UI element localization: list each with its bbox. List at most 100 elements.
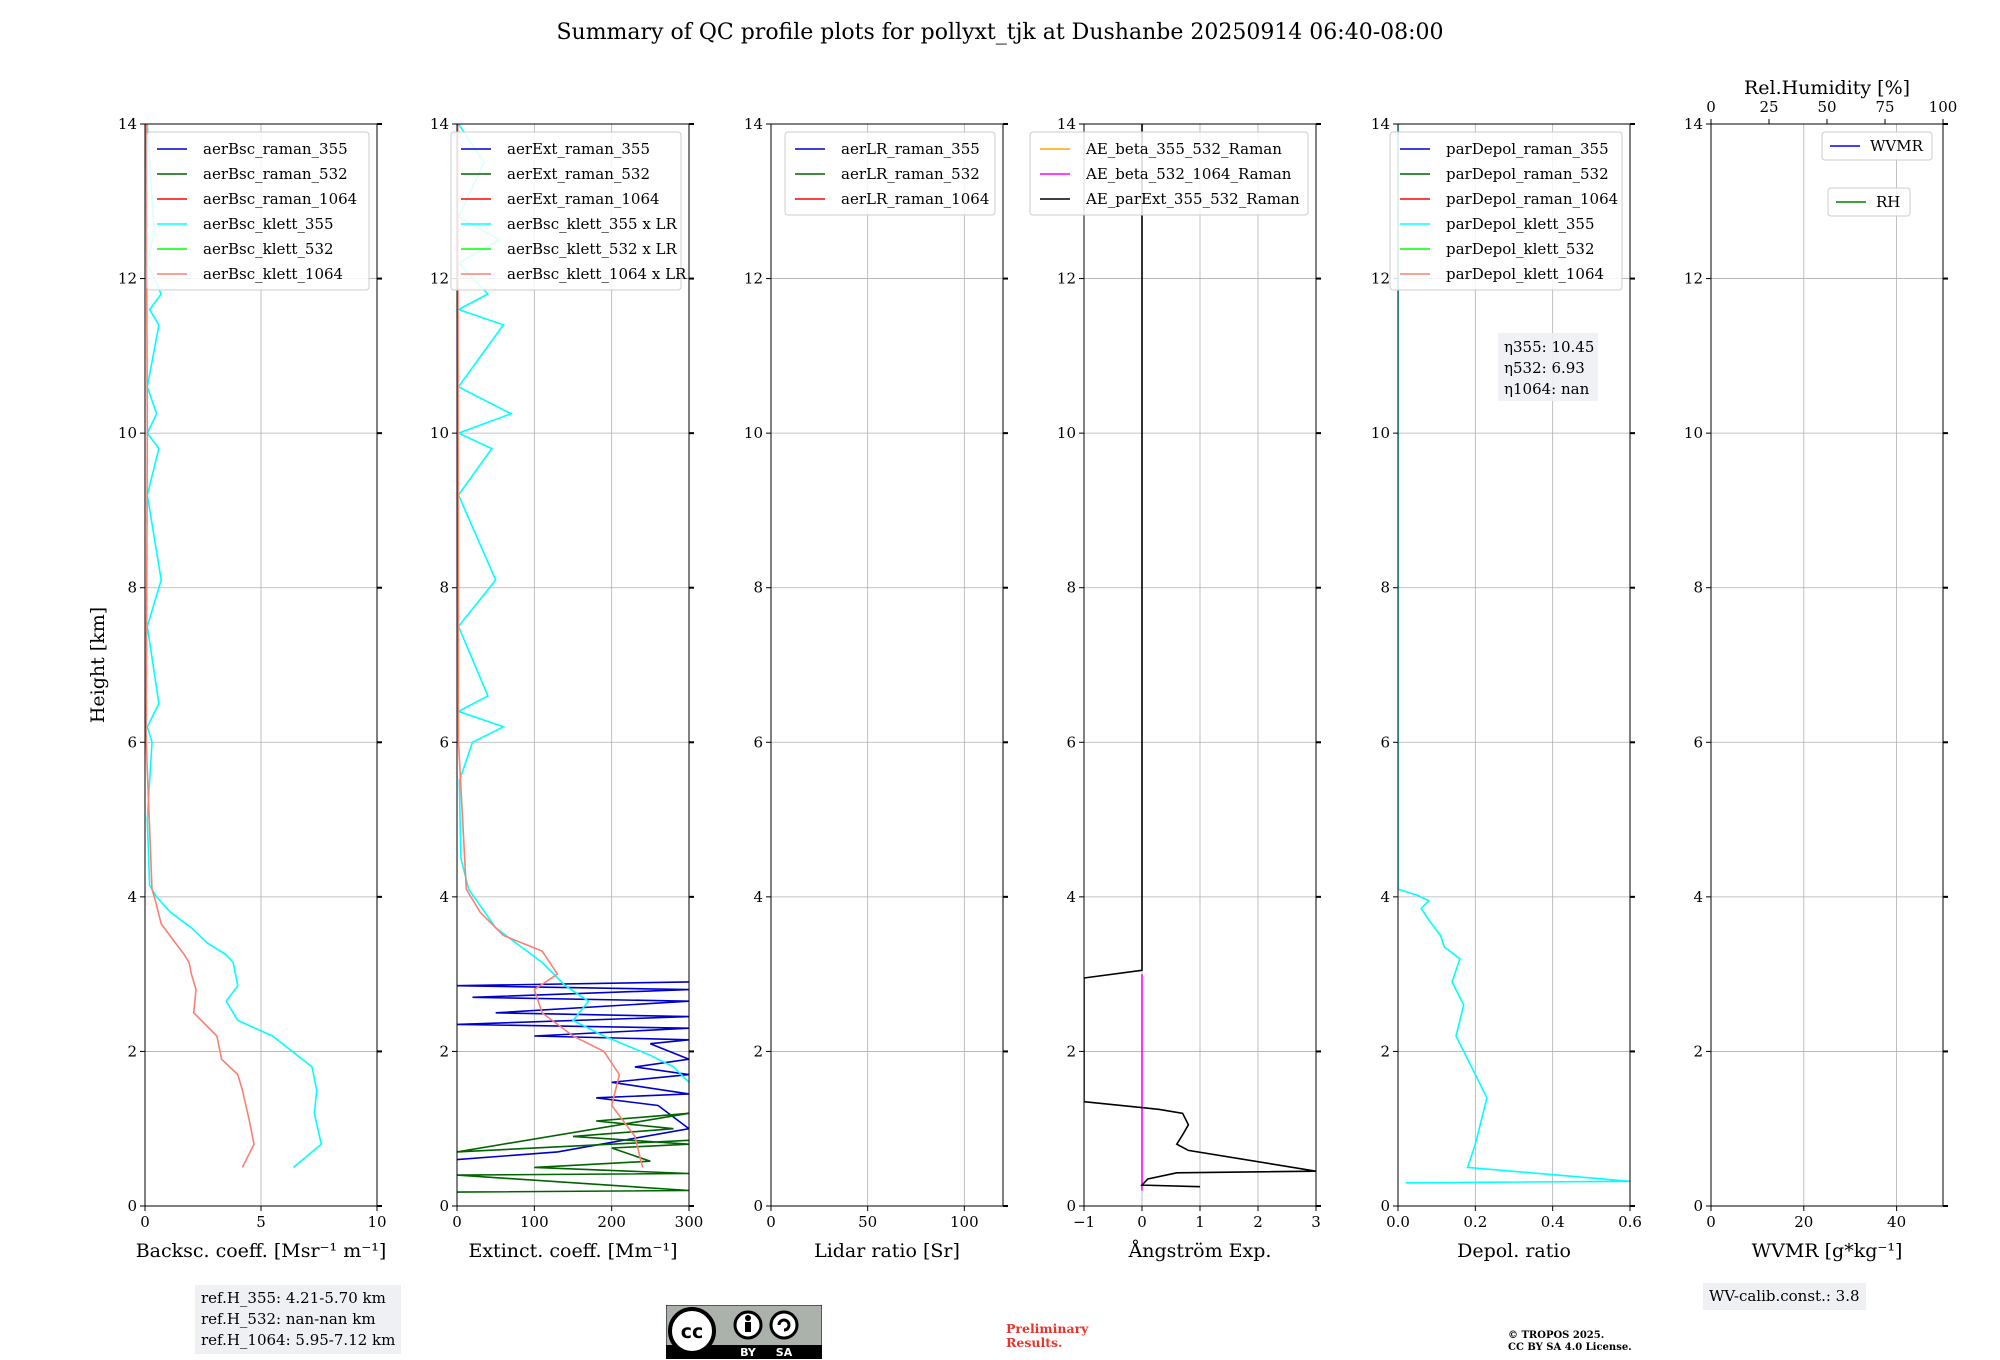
wv-calib-const: WV-calib.const.: 3.8 [1709,1287,1860,1305]
copyright-notice: © TROPOS 2025. CC BY SA 4.0 License. [1508,1330,1632,1354]
y-tick-label: 4 [127,888,137,906]
x-tick-label: 100 [950,1213,979,1231]
top-x-tick-label: 0 [1706,98,1716,116]
y-tick-label: 2 [1380,1042,1390,1060]
y-tick-label: 2 [1693,1042,1703,1060]
x-tick-label: 0.2 [1463,1213,1487,1231]
series-line-aerExt_raman_355 [457,981,689,1161]
legend-item: aerLR_raman_355 [841,140,980,158]
y-tick-label: 10 [118,424,137,442]
license-sa-label: SA [776,1346,793,1359]
legend-item: aerBsc_klett_355 x LR [507,215,678,233]
y-tick-label: 6 [1066,733,1076,751]
y-tick-label: 6 [127,733,137,751]
x-tick-label: 0.6 [1618,1213,1642,1231]
legend-box [450,131,682,291]
y-tick-label: 0 [1693,1197,1703,1215]
preliminary-label: Preliminary Results. [1006,1322,1088,1350]
panel-depol: 0.0 0.2 0.4 0.6 0 2 4 6 8 10 12 14 Depol. ratio parDe… [1371,115,1642,1262]
legend-item: aerBsc_klett_532 x LR [507,240,678,258]
legend-item: aerBsc_klett_355 [203,215,334,233]
x-tick-label: 20 [1794,1213,1813,1231]
plot-frame [1397,123,1631,1207]
x-axis-label: Extinct. coeff. [Mm⁻¹] [468,1240,677,1262]
legend-item: parDepol_raman_1064 [1446,190,1618,208]
plot-frame [770,123,1004,1207]
x-tick-label: 5 [256,1213,266,1231]
y-axis-label: Height [km] [87,607,109,723]
legend-box [146,131,370,291]
y-tick-label: 10 [430,424,449,442]
legend-item: aerLR_raman_1064 [841,190,989,208]
y-tick-label: 6 [1380,733,1390,751]
preliminary-line-1: Preliminary [1006,1321,1089,1336]
series-line-aerBsc_klett_355 x LR [457,124,689,1083]
legend-item: parDepol_raman_355 [1446,140,1609,158]
y-tick-label: 12 [1684,270,1703,288]
copyright-line-1: © TROPOS 2025. [1508,1330,1605,1341]
y-tick-label: 0 [127,1197,137,1215]
y-tick-label: 8 [1066,579,1076,597]
x-tick-label: 50 [858,1213,877,1231]
annotation-line: η532: 6.93 [1504,359,1585,377]
x-tick-label: 1 [1195,1213,1205,1231]
x-axis-label: WVMR [g*kg⁻¹] [1752,1240,1903,1262]
svg-text:cc: cc [681,1321,704,1343]
legend-box [1827,187,1911,217]
plot-frame [456,123,690,1207]
y-tick-label: 4 [1380,888,1390,906]
x-tick-label: 0.4 [1541,1213,1565,1231]
y-tick-label: 8 [1380,579,1390,597]
y-tick-label: 4 [753,888,763,906]
x-tick-label: 0 [1706,1213,1716,1231]
y-tick-label: 0 [1380,1197,1390,1215]
x-axis-label: Depol. ratio [1457,1240,1571,1262]
y-tick-label: 10 [744,424,763,442]
x-tick-label: 0 [452,1213,462,1231]
ref-height-355: ref.H_355: 4.21-5.70 km [201,1289,386,1307]
series-line-AE_parExt_355_532_Raman [1084,124,1316,1188]
legend-item: aerLR_raman_532 [841,165,980,183]
legend-item: aerBsc_klett_532 [203,240,334,258]
x-tick-label: 0.0 [1386,1213,1410,1231]
legend-box [784,131,996,216]
x-axis-label: Backsc. coeff. [Msr⁻¹ m⁻¹] [136,1240,387,1262]
x-tick-label: 0 [140,1213,150,1231]
wv-calib-box: WV-calib.const.: 3.8 [1703,1283,1866,1310]
y-tick-label: 14 [1684,115,1703,133]
creative-commons-by-sa-icon: cc BY SA [666,1305,822,1359]
legend-box [1821,131,1933,161]
legend-item: aerExt_raman_532 [507,165,650,183]
y-tick-label: 0 [753,1197,763,1215]
y-tick-label: 4 [439,888,449,906]
plot-frame [1083,123,1317,1207]
legend-item: aerBsc_klett_1064 [203,265,343,283]
x-tick-label: 0 [766,1213,776,1231]
figure-title: Summary of QC profile plots for pollyxt_… [556,20,1444,45]
annotation-box [1498,333,1598,401]
y-tick-label: 12 [1371,270,1390,288]
panel-wvmr: 0 20 40 0 2 4 6 8 10 12 14 WVMR [g*kg⁻¹] 0 25 50 75 100 R… [1684,77,1957,1262]
y-tick-label: 0 [439,1197,449,1215]
plot-frame [144,123,378,1207]
y-tick-label: 4 [1066,888,1076,906]
y-tick-label: 14 [744,115,763,133]
series-group [1398,124,1630,1184]
x-axis-label: Lidar ratio [Sr] [814,1240,960,1262]
y-tick-label: 8 [439,579,449,597]
y-tick-label: 2 [439,1042,449,1060]
y-tick-label: 6 [753,733,763,751]
y-tick-label: 10 [1684,424,1703,442]
y-tick-label: 10 [1057,424,1076,442]
ref-height-532: ref.H_532: nan-nan km [201,1310,376,1328]
y-tick-label: 8 [753,579,763,597]
panel-lidar_ratio: 0 50 100 0 2 4 6 8 10 12 14 Lidar ratio [Sr] aerLR_r… [744,115,1008,1262]
top-x-tick-label: 100 [1929,98,1958,116]
legend-item: aerBsc_raman_355 [203,140,348,158]
legend-item: parDepol_klett_1064 [1446,265,1604,283]
legend-item: aerExt_raman_1064 [507,190,660,208]
y-tick-label: 8 [127,579,137,597]
ref-heights-box: ref.H_355: 4.21-5.70 km ref.H_532: nan-n… [195,1285,402,1354]
series-group [145,124,323,1169]
